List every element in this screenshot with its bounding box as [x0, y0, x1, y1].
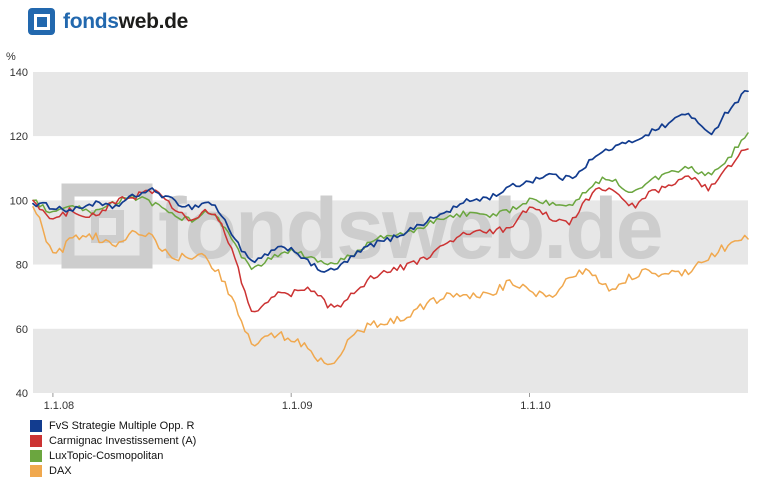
watermark-text: fondsweb.de — [158, 181, 662, 277]
fondsweb-logo-inner-square — [33, 13, 50, 30]
series-line — [32, 148, 749, 313]
performance-chart: fondsweb.de% 40 60 80 100 120 140 1.1.08 1.1.09 1… — [0, 46, 770, 418]
legend-color-swatch — [30, 464, 42, 477]
y-tick-label: 60 — [16, 324, 28, 336]
brand-text-primary: fonds — [63, 10, 119, 33]
watermark-logo-icon — [61, 183, 153, 269]
fondsweb-logo-link[interactable]: fondsweb.de — [28, 8, 188, 35]
plot-band — [33, 328, 748, 393]
legend-color-swatch — [30, 434, 42, 447]
legend-item: FvS Strategie Multiple Opp. R — [30, 418, 196, 433]
watermark-logo-inner-square — [91, 210, 124, 243]
y-tick-label: 140 — [10, 67, 28, 79]
series-line — [32, 89, 749, 273]
legend-color-swatch — [30, 419, 42, 432]
legend-item: DAX — [30, 463, 196, 477]
series-line — [32, 206, 749, 366]
legend-label: LuxTopic-Cosmopolitan — [49, 449, 164, 462]
legend-label: Carmignac Investissement (A) — [49, 434, 197, 447]
y-tick-label: 100 — [10, 195, 28, 207]
header: fondsweb.de — [28, 8, 188, 35]
legend-item: LuxTopic-Cosmopolitan — [30, 448, 196, 463]
y-axis-unit-label: % — [6, 51, 16, 63]
brand-text: fondsweb.de — [63, 8, 188, 35]
legend-color-swatch — [30, 449, 42, 462]
series-line — [32, 132, 749, 271]
watermark: fondsweb.de — [61, 181, 664, 277]
legend: FvS Strategie Multiple Opp. R Carmignac I… — [30, 418, 196, 477]
legend-label: DAX — [49, 464, 72, 477]
legend-label: FvS Strategie Multiple Opp. R — [49, 419, 195, 432]
fondsweb-logo-icon — [28, 8, 55, 35]
brand-text-secondary: web.de — [118, 10, 189, 33]
x-tick-label: 1.1.09 — [282, 400, 313, 412]
y-tick-label: 120 — [10, 131, 28, 143]
legend-item: Carmignac Investissement (A) — [30, 433, 196, 448]
y-tick-label: 40 — [16, 388, 28, 400]
plot-band — [33, 72, 748, 137]
performance-chart-svg: fondsweb.de% 40 60 80 100 120 140 1.1.08 1.1.09 1… — [6, 51, 749, 412]
y-tick-label: 80 — [16, 260, 28, 272]
x-tick-label: 1.1.08 — [44, 400, 75, 412]
x-tick-label: 1.1.10 — [520, 400, 551, 412]
